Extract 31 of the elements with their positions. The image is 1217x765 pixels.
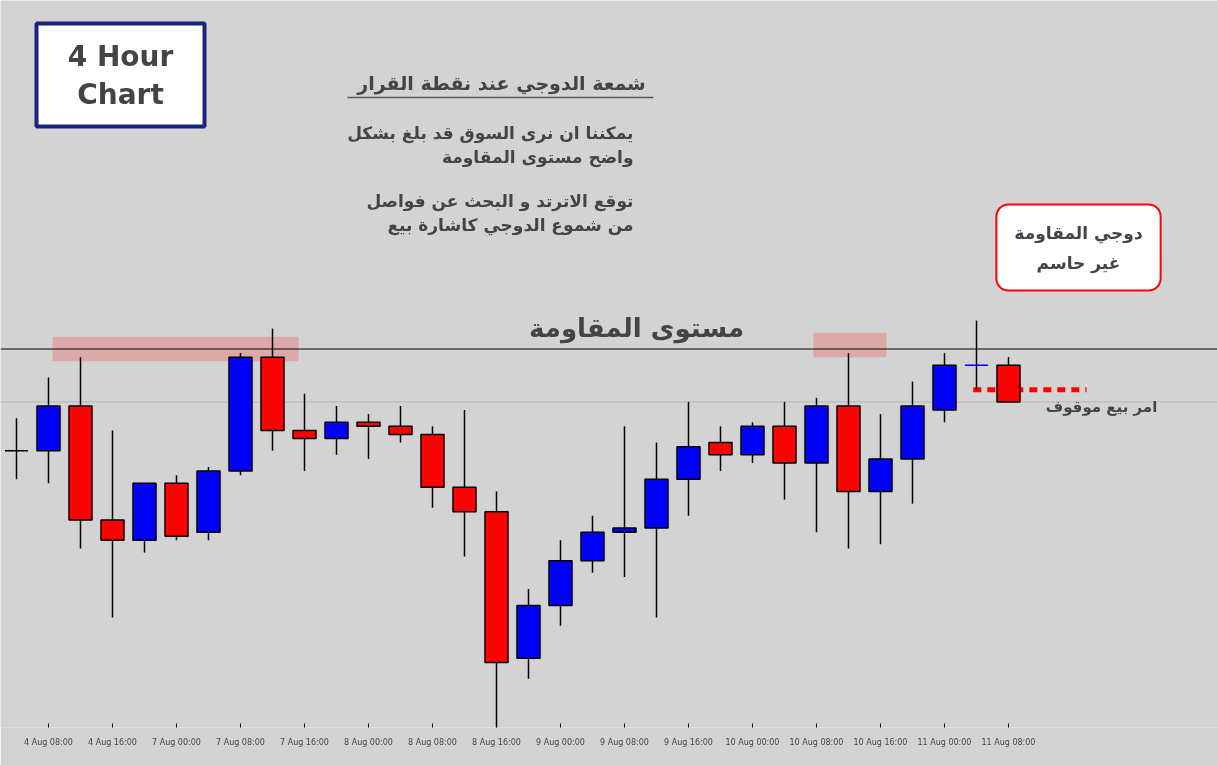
candlestick [100, 429, 125, 619]
candlestick [612, 425, 637, 578]
x-tick-label: 9 Aug 16:00 [664, 737, 713, 747]
candlestick [388, 405, 413, 444]
candlestick [708, 425, 733, 472]
x-tick-label: 8 Aug 08:00 [408, 737, 457, 747]
candlestick [324, 405, 349, 456]
ref-line-label: امر بيع موقوف [1045, 397, 1158, 416]
text: 4 Hour Chart [67, 40, 174, 111]
x-tick-label: 10 Aug 08:00 [789, 737, 844, 747]
chart-title: شمعة الدوجي عند نقطة القرار [356, 71, 646, 95]
text: يمكننا ان نرى السوق قد بلغ بشكل واضح مستوى المقاومة [347, 122, 634, 169]
text: دوجي المقاومة غير حاسم [1014, 222, 1143, 274]
x-tick-label: 11 Aug 08:00 [981, 737, 1036, 747]
ref-line-label: مستوى المقاومة [529, 312, 744, 344]
x-tick-label: 4 Aug 08:00 [24, 737, 73, 747]
x-tick-label: 9 Aug 00:00 [536, 737, 585, 747]
x-tick-label: 7 Aug 00:00 [152, 737, 201, 747]
text: توقع الاترتد و البحث عن فواصل من شموع الدوجي كاشارة بيع [366, 190, 634, 237]
candlestick [356, 413, 381, 460]
x-tick-label: 10 Aug 00:00 [725, 737, 780, 747]
x-tick-label: 11 Aug 00:00 [917, 737, 972, 747]
x-tick-label: 7 Aug 08:00 [216, 737, 265, 747]
candlestick [4, 417, 29, 480]
candlestick [292, 393, 317, 472]
x-tick-label: 9 Aug 08:00 [600, 737, 649, 747]
x-tick-label: 8 Aug 16:00 [472, 737, 521, 747]
x-tick-label: 10 Aug 16:00 [853, 737, 908, 747]
x-tick-label: 4 Aug 16:00 [88, 737, 137, 747]
x-tick-label: 7 Aug 16:00 [280, 737, 329, 747]
x-tick-label: 8 Aug 00:00 [344, 737, 393, 747]
